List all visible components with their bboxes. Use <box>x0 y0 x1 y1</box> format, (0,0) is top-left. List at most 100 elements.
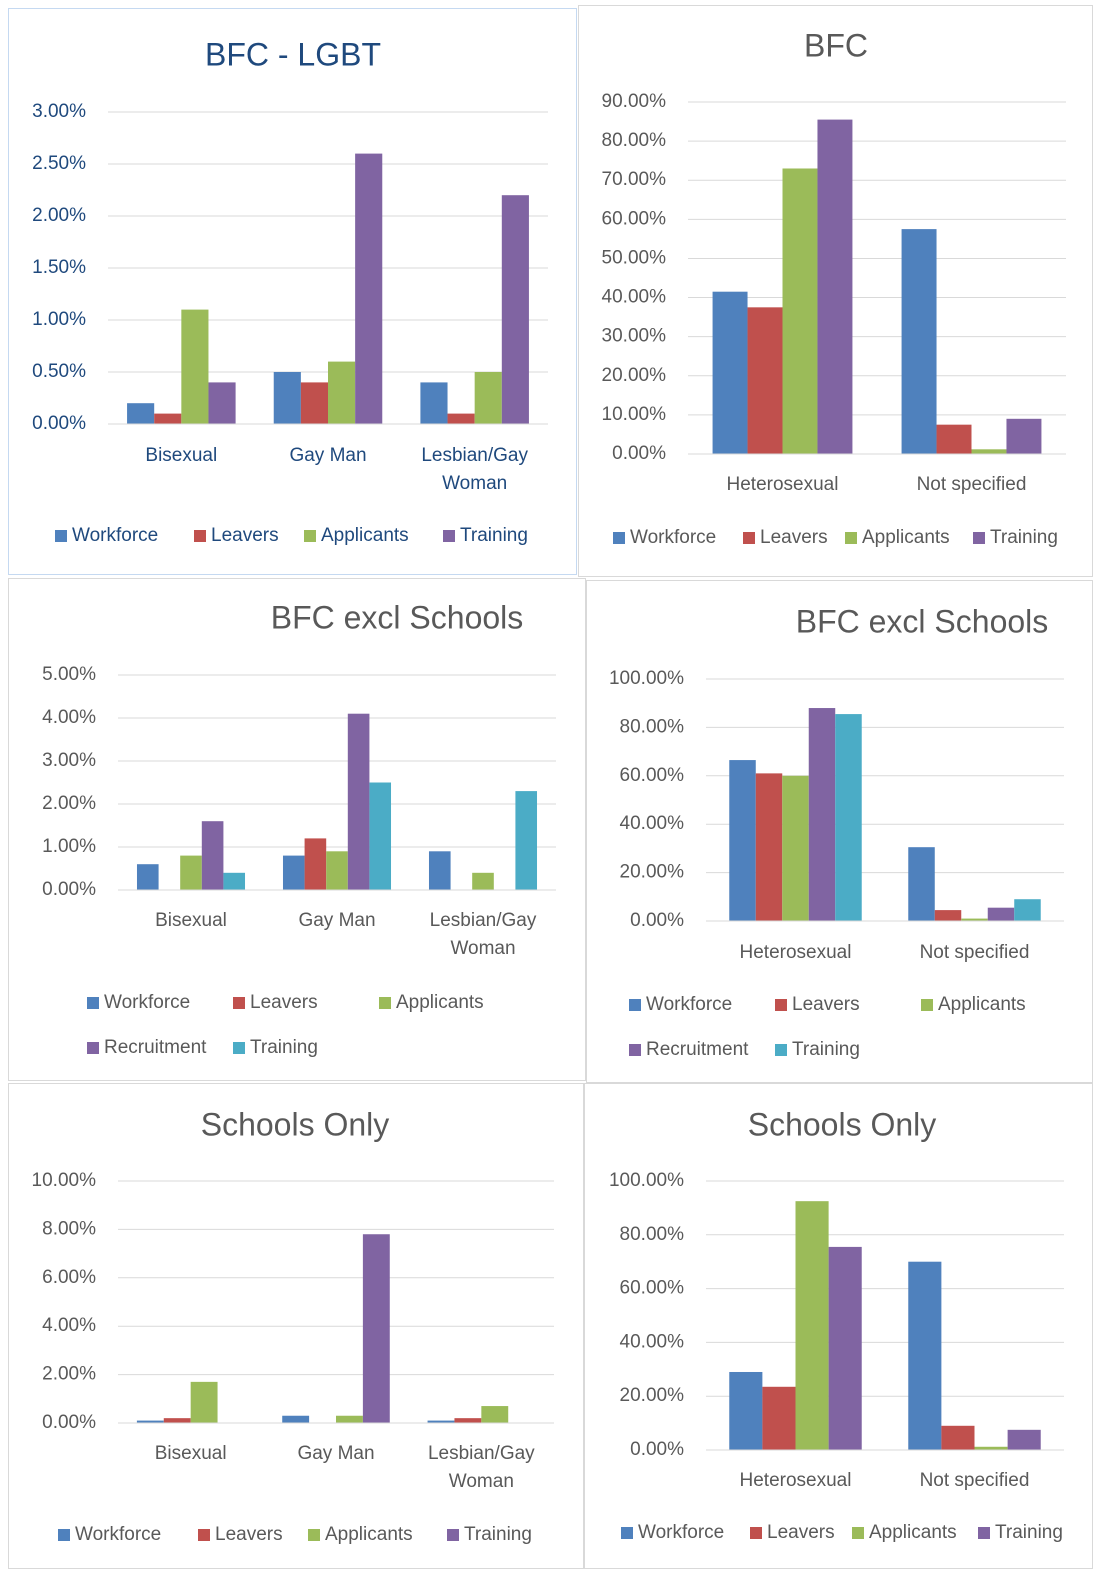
bar <box>454 1418 482 1423</box>
x-tick-label: Gay Man <box>297 1443 374 1464</box>
bar <box>941 1425 975 1450</box>
y-tick-label: 0.00% <box>612 443 666 464</box>
x-tick-label: Heterosexual <box>740 942 852 963</box>
panel-border <box>8 8 577 575</box>
x-tick-label: Not specified <box>920 942 1030 963</box>
bar <box>747 307 783 454</box>
bar <box>328 361 356 424</box>
bar <box>936 424 972 454</box>
legend-label: Leavers <box>211 525 279 546</box>
bar <box>127 403 155 424</box>
y-tick-label: 80.00% <box>620 1224 685 1245</box>
y-tick-label: 2.00% <box>42 793 96 814</box>
legend-label: Workforce <box>72 525 158 546</box>
legend-label: Leavers <box>250 992 318 1013</box>
legend-swatch <box>198 1529 210 1541</box>
legend-swatch <box>443 530 455 542</box>
y-tick-label: 40.00% <box>620 1331 685 1352</box>
bar <box>136 1420 164 1423</box>
bar <box>362 1234 390 1423</box>
legend-swatch <box>978 1527 990 1539</box>
legend-swatch <box>613 532 625 544</box>
bar <box>420 382 448 424</box>
chart-title: BFC excl Schools <box>271 599 524 635</box>
legend-swatch <box>921 999 933 1011</box>
bar <box>795 1201 829 1450</box>
bar <box>762 1386 796 1450</box>
bar <box>474 372 502 424</box>
bar <box>712 291 748 454</box>
y-tick-label: 2.00% <box>32 205 86 226</box>
bar <box>782 168 818 454</box>
x-tick-label: Gay Man <box>298 910 375 931</box>
bar <box>223 872 246 890</box>
x-tick-label: Bisexual <box>145 445 217 466</box>
x-tick-label: Not specified <box>917 474 1027 495</box>
y-tick-label: 40.00% <box>620 813 685 834</box>
chart-title: BFC excl Schools <box>796 603 1049 639</box>
bar <box>304 838 327 890</box>
panel-border <box>578 5 1093 577</box>
panel-border <box>584 1083 1093 1569</box>
y-tick-label: 5.00% <box>42 664 96 685</box>
y-tick-label: 1.00% <box>32 309 86 330</box>
x-tick-label: Heterosexual <box>740 1470 852 1491</box>
legend-label: Leavers <box>767 1522 835 1543</box>
legend-swatch <box>87 1042 99 1054</box>
bar <box>515 791 538 890</box>
legend-label: Leavers <box>215 1524 283 1545</box>
bar <box>472 872 494 890</box>
legend-swatch <box>379 997 391 1009</box>
bar <box>428 851 451 890</box>
y-tick-label: 40.00% <box>602 287 667 308</box>
bar <box>1007 1429 1041 1450</box>
x-tick-label: Lesbian/Gay Woman <box>428 1443 535 1492</box>
bar <box>447 413 475 424</box>
legend-label: Applicants <box>862 527 950 548</box>
legend-label: Workforce <box>630 527 716 548</box>
y-tick-label: 100.00% <box>609 1170 684 1191</box>
bar <box>273 372 301 424</box>
y-tick-label: 0.00% <box>32 413 86 434</box>
y-tick-label: 100.00% <box>609 668 684 689</box>
bar <box>336 1415 363 1423</box>
x-tick-label: Heterosexual <box>727 474 839 495</box>
bar <box>201 821 224 890</box>
legend-swatch <box>304 530 316 542</box>
bar <box>755 773 783 921</box>
y-tick-label: 4.00% <box>42 707 96 728</box>
legend-swatch <box>233 997 245 1009</box>
legend-label: Leavers <box>792 994 860 1015</box>
bar <box>1014 899 1041 921</box>
panel-border <box>586 580 1093 1083</box>
legend-label: Leavers <box>760 527 828 548</box>
y-tick-label: 60.00% <box>602 208 667 229</box>
bar <box>817 119 853 454</box>
x-tick-label: Bisexual <box>155 910 227 931</box>
y-tick-label: 90.00% <box>602 91 667 112</box>
legend-swatch <box>447 1529 459 1541</box>
legend-swatch <box>233 1042 245 1054</box>
legend-swatch <box>852 1527 864 1539</box>
bar <box>181 309 209 424</box>
bar <box>974 1446 1008 1450</box>
y-tick-label: 10.00% <box>602 404 667 425</box>
y-tick-label: 50.00% <box>602 247 667 268</box>
y-tick-label: 2.50% <box>32 153 86 174</box>
panel-border <box>8 1083 584 1569</box>
bar <box>901 229 937 454</box>
chart-title: Schools Only <box>748 1106 937 1142</box>
legend-swatch <box>308 1529 320 1541</box>
y-tick-label: 0.00% <box>630 1439 684 1460</box>
y-tick-label: 80.00% <box>602 130 667 151</box>
legend-swatch <box>743 532 755 544</box>
y-tick-label: 0.00% <box>42 879 96 900</box>
legend-label: Recruitment <box>104 1037 207 1058</box>
y-tick-label: 60.00% <box>620 765 685 786</box>
y-tick-label: 0.00% <box>42 1412 96 1433</box>
bar <box>326 851 348 890</box>
legend-swatch <box>621 1527 633 1539</box>
y-tick-label: 3.00% <box>42 750 96 771</box>
bar <box>282 855 305 890</box>
chart-title: BFC - LGBT <box>205 36 381 72</box>
